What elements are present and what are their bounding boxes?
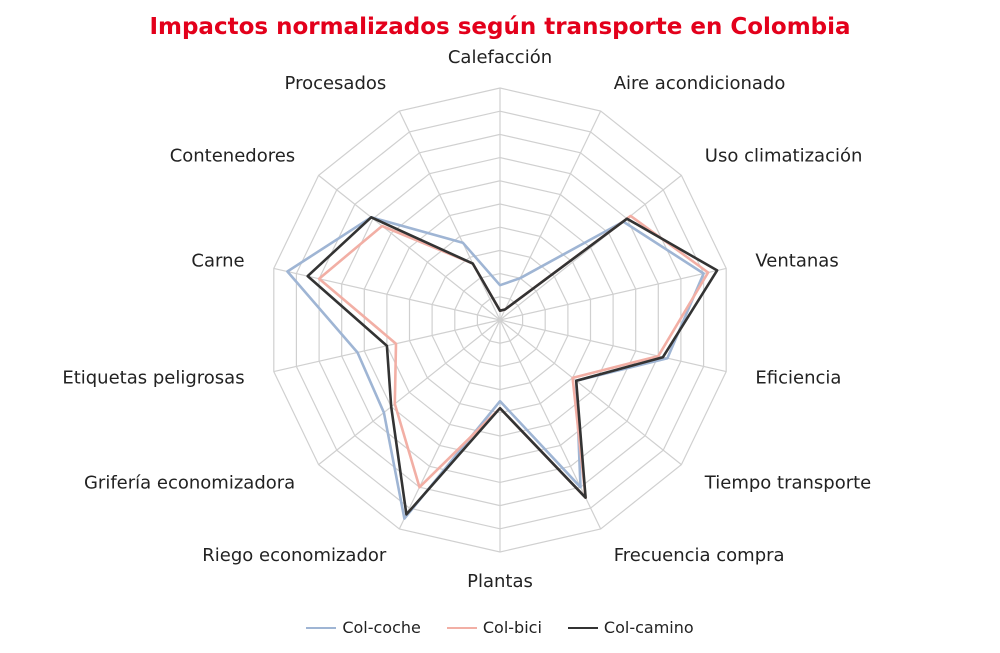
legend-swatch: [567, 626, 598, 629]
axis-label: Uso climatización: [705, 146, 863, 167]
grid-spoke: [499, 267, 727, 321]
series-line: [317, 214, 710, 500]
legend-label: Col-coche: [342, 618, 421, 637]
axis-label: Etiquetas peligrosas: [62, 367, 244, 388]
axis-label: Riego economizador: [202, 545, 387, 566]
grid-spoke: [499, 174, 682, 321]
grid-spoke: [398, 319, 501, 530]
axis-label: Aire acondicionado: [614, 73, 786, 94]
axis-label: Procesados: [285, 73, 387, 94]
axis-label: Grifería economizadora: [84, 472, 295, 493]
series-line: [286, 216, 705, 520]
axis-label: Carne: [191, 251, 244, 272]
grid-spoke: [499, 110, 602, 321]
axis-label: Frecuencia compra: [614, 545, 785, 566]
radar-series: [286, 214, 719, 520]
radar-grid: [273, 87, 727, 553]
legend-item: Col-bici: [446, 618, 542, 637]
axis-label: Ventanas: [755, 251, 838, 272]
chart-title: Impactos normalizados según transporte e…: [149, 14, 851, 40]
legend-item: Col-camino: [567, 618, 694, 637]
grid-spoke: [273, 267, 501, 321]
axis-label: Calefacción: [448, 47, 552, 68]
legend-item: Col-coche: [306, 618, 421, 637]
grid-spoke: [318, 174, 501, 321]
grid-spoke: [318, 319, 501, 466]
grid-spoke: [398, 110, 501, 321]
legend-swatch: [446, 626, 477, 629]
series-line: [306, 216, 719, 516]
axis-label: Tiempo transporte: [704, 472, 871, 493]
axis-label: Eficiencia: [755, 367, 841, 388]
axis-label: Contenedores: [170, 146, 296, 167]
grid-spoke: [499, 319, 682, 466]
legend-swatch: [306, 626, 337, 629]
legend-label: Col-bici: [482, 618, 542, 637]
legend: Col-coche Col-bici Col-camino: [0, 618, 1000, 637]
axis-labels: Calefacción Aire acondicionado Uso climati…: [62, 47, 871, 592]
axis-label: Plantas: [467, 571, 533, 592]
legend-label: Col-camino: [603, 618, 694, 637]
grid-spoke: [499, 319, 727, 373]
